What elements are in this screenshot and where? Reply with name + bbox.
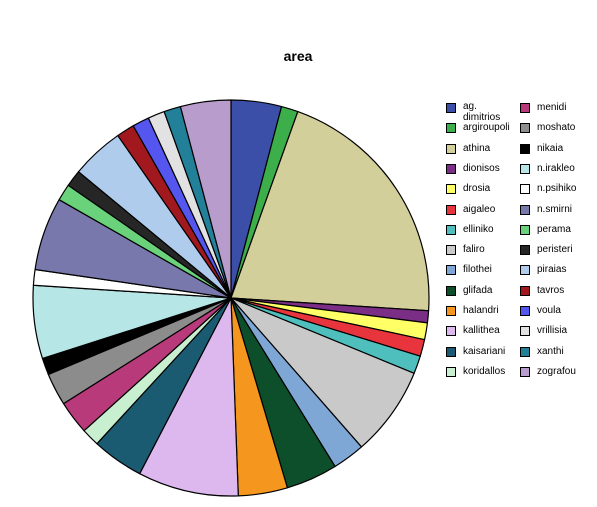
legend-label: xanthi [537, 346, 564, 357]
legend-swatch [520, 306, 530, 316]
legend-label: perama [537, 224, 571, 235]
legend-swatch [446, 306, 456, 316]
legend-label: glifada [463, 285, 492, 296]
legend-swatch [446, 265, 456, 275]
legend-swatch [520, 326, 530, 336]
legend-label: kaisariani [463, 346, 505, 357]
legend-label: kallithea [463, 325, 500, 336]
legend-label: moshato [537, 122, 575, 133]
legend-label: zografou [537, 366, 576, 377]
legend-swatch [446, 205, 456, 215]
legend-label: drosia [463, 183, 490, 194]
legend-label: peristeri [537, 244, 573, 255]
legend-swatch [446, 144, 456, 154]
legend-swatch [446, 123, 456, 133]
legend-swatch [520, 123, 530, 133]
legend-label: vrillisia [537, 325, 567, 336]
legend-swatch [446, 164, 456, 174]
legend-swatch [520, 205, 530, 215]
legend-label: nikaia [537, 143, 563, 154]
legend-label: aigaleo [463, 204, 495, 215]
legend-swatch [446, 184, 456, 194]
legend-swatch [446, 326, 456, 336]
legend-swatch [520, 245, 530, 255]
legend-label: ag. dimitrios [463, 101, 509, 123]
legend-label: tavros [537, 285, 564, 296]
legend-label: elliniko [463, 224, 494, 235]
legend-label: piraias [537, 264, 566, 275]
legend-label: filothei [463, 264, 492, 275]
legend-swatch [520, 367, 530, 377]
legend-swatch [446, 245, 456, 255]
legend-swatch [520, 286, 530, 296]
legend-label: voula [537, 305, 561, 316]
chart-legend: ag. dimitrios argiroupoli athina dionisos dr… [446, 102, 596, 372]
legend-label: argiroupoli [463, 122, 510, 133]
legend-swatch [520, 265, 530, 275]
legend-label: halandri [463, 305, 499, 316]
pie-slices [33, 100, 429, 496]
legend-label: dionisos [463, 163, 500, 174]
legend-swatch [446, 103, 456, 113]
legend-label: koridallos [463, 366, 505, 377]
legend-label: faliro [463, 244, 485, 255]
legend-label: n.smirni [537, 204, 572, 215]
legend-label: athina [463, 143, 490, 154]
legend-label: menidi [537, 102, 566, 113]
legend-swatch [446, 347, 456, 357]
legend-swatch [520, 103, 530, 113]
legend-label: n.psihiko [537, 183, 576, 194]
legend-swatch [520, 347, 530, 357]
legend-swatch [520, 144, 530, 154]
legend-swatch [520, 184, 530, 194]
legend-swatch [446, 367, 456, 377]
legend-swatch [446, 225, 456, 235]
legend-swatch [520, 225, 530, 235]
legend-label: n.irakleo [537, 163, 575, 174]
legend-swatch [520, 164, 530, 174]
legend-swatch [446, 286, 456, 296]
